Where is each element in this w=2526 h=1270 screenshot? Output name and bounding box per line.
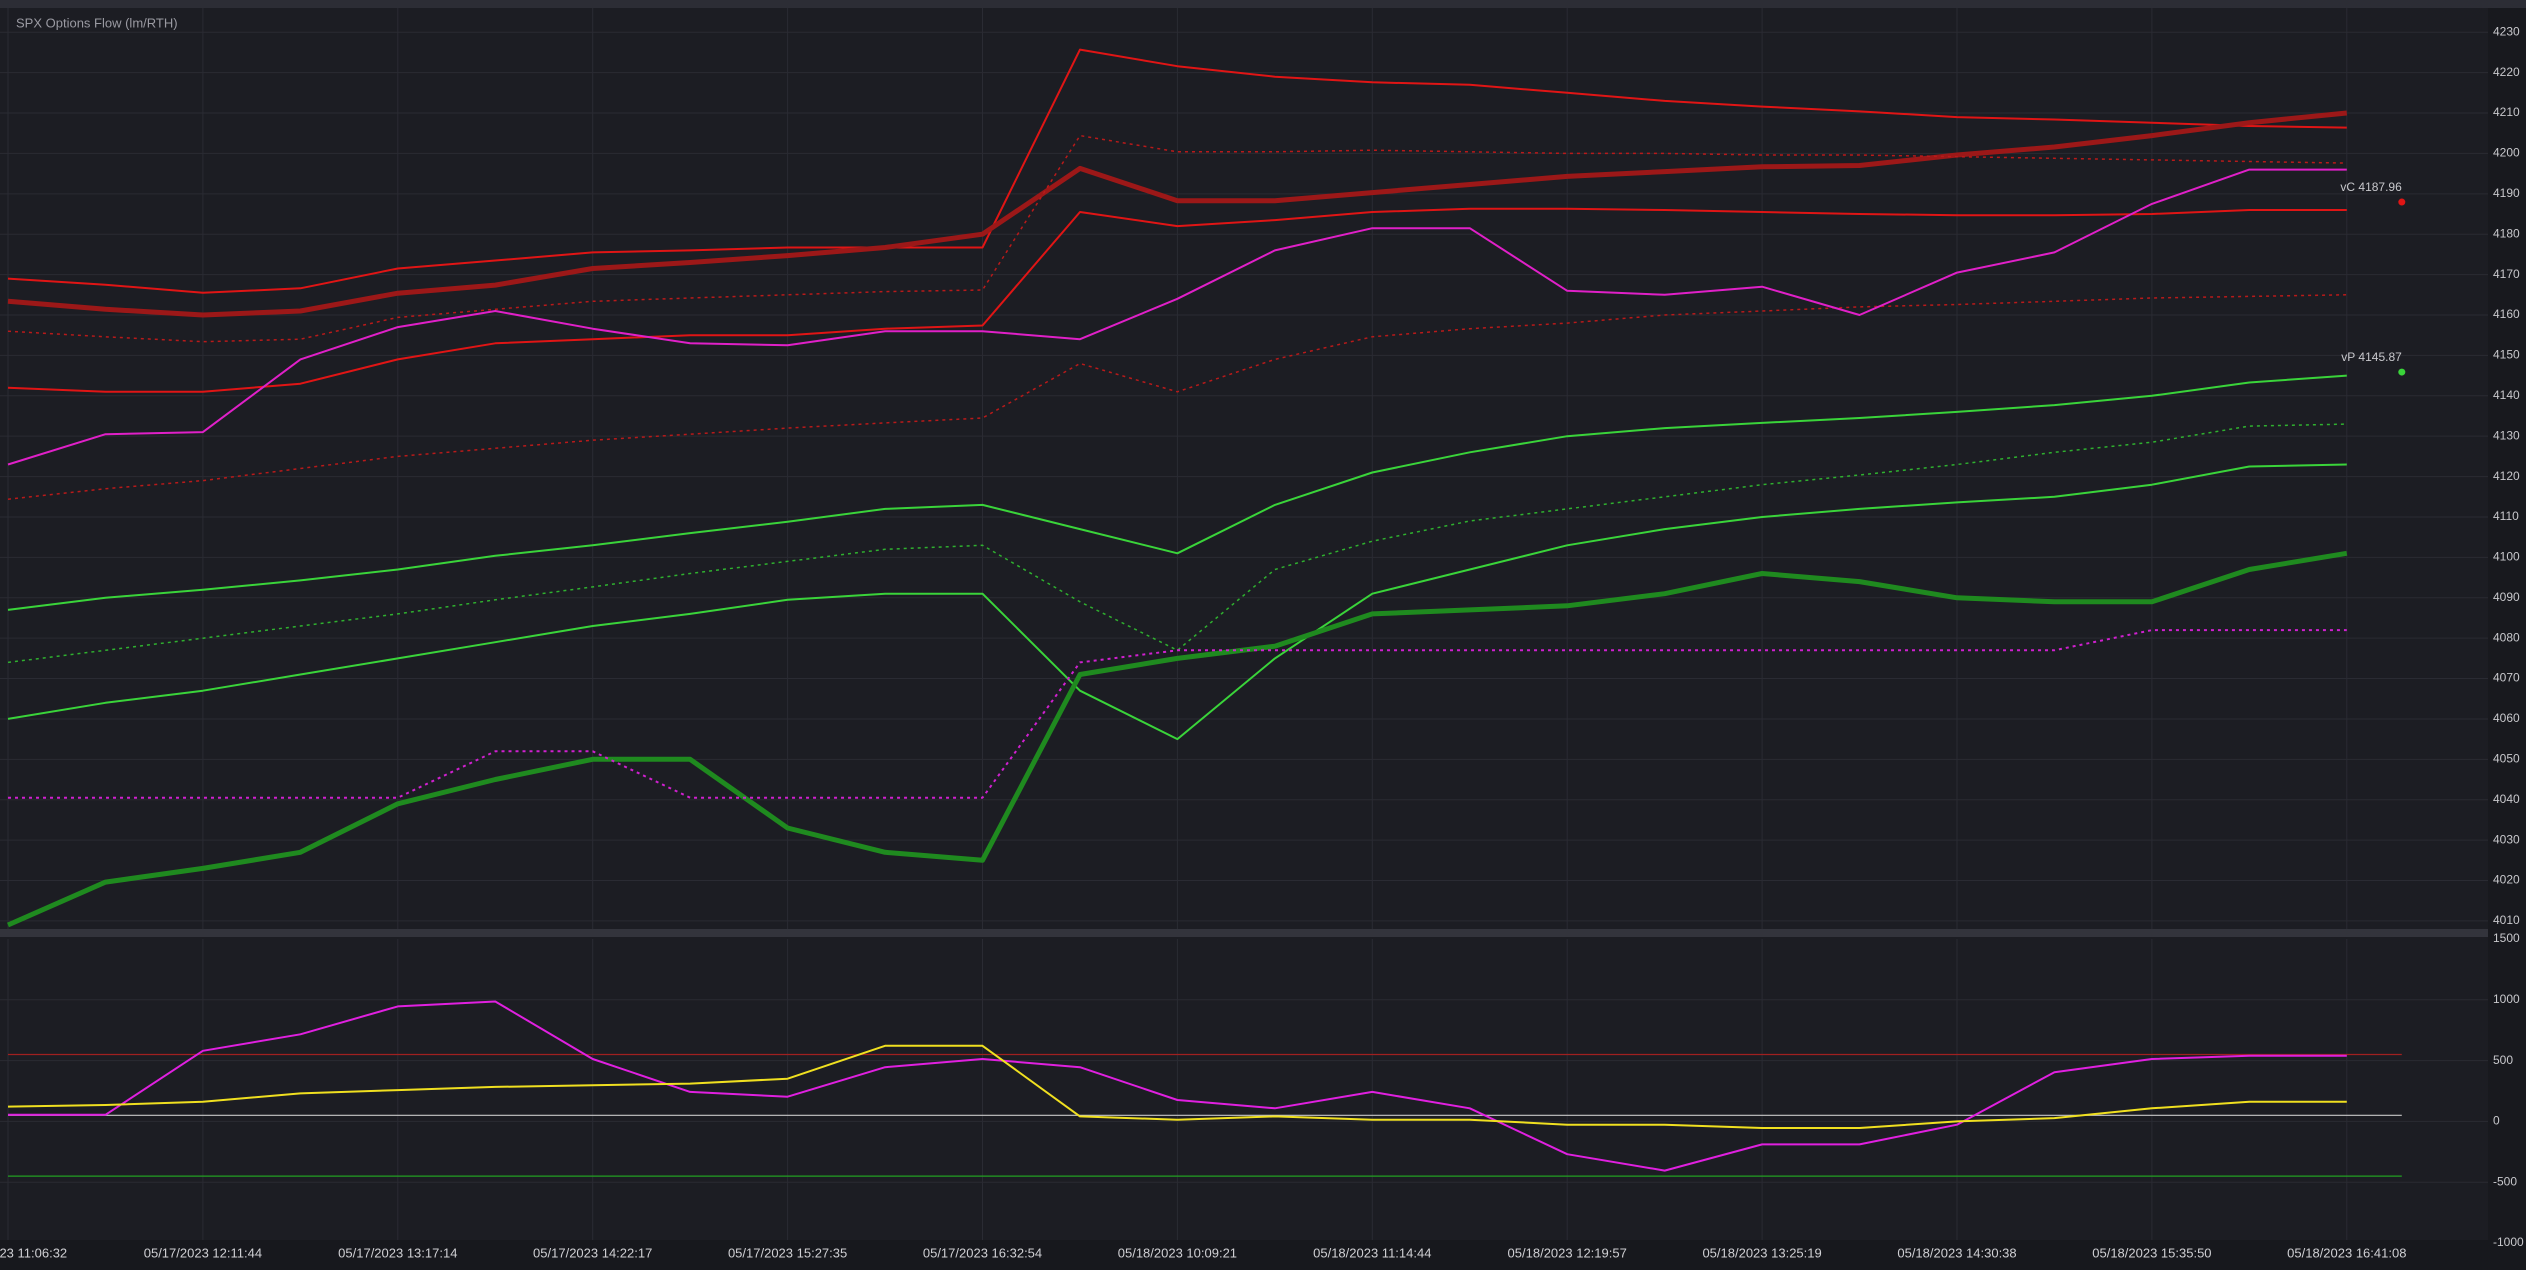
series-line <box>7 374 2347 611</box>
price-panel <box>0 8 2488 929</box>
y-tick-label: 4190 <box>2493 186 2520 200</box>
series-line <box>7 423 2347 664</box>
y-tick-label: 1500 <box>2493 931 2520 945</box>
x-tick-label: 05/18/2023 15:35:50 <box>2092 1245 2211 1260</box>
y-tick-label: 4020 <box>2493 873 2520 887</box>
y-tick-label: 4150 <box>2493 348 2520 362</box>
price-axis <box>2488 8 2526 1240</box>
x-tick-label: 05/18/2023 16:41:08 <box>2287 1245 2406 1260</box>
x-tick-label: 05/18/2023 10:09:21 <box>1118 1245 1237 1260</box>
y-tick-label: 4130 <box>2493 428 2520 442</box>
y-tick-label: 4060 <box>2493 711 2520 725</box>
series-line <box>7 110 2348 318</box>
flow-panel <box>0 937 2488 1240</box>
y-tick-label: 4210 <box>2493 105 2520 119</box>
panel-separator <box>0 929 2526 937</box>
y-tick-label: 4170 <box>2493 267 2520 281</box>
x-tick-label: 05/17/2023 14:22:17 <box>533 1245 652 1260</box>
y-tick-label: 4140 <box>2493 388 2520 402</box>
x-tick-label: 05/17/2023 12:11:44 <box>144 1245 262 1260</box>
x-tick-label: 05/17/2023 15:27:35 <box>728 1245 847 1260</box>
y-tick-label: 4220 <box>2493 65 2520 79</box>
x-tick-label: 05/18/2023 14:30:38 <box>1897 1245 2016 1260</box>
y-tick-label: -1000 <box>2493 1235 2524 1249</box>
top-strip <box>0 0 2526 8</box>
x-tick-label: 05/17/2023 16:32:54 <box>923 1245 1042 1260</box>
y-tick-label: 4110 <box>2493 509 2519 523</box>
y-tick-label: 4160 <box>2493 307 2520 321</box>
series-line <box>7 134 2347 343</box>
x-tick-label: 05/18/2023 11:14:44 <box>1313 1245 1431 1260</box>
y-tick-label: 0 <box>2493 1114 2500 1128</box>
y-tick-label: 4100 <box>2493 550 2520 564</box>
series-line <box>7 463 2347 741</box>
y-tick-label: 4070 <box>2493 671 2520 685</box>
series-line <box>7 1044 2347 1129</box>
annotation-label: vP 4145.87 <box>2341 350 2402 364</box>
series-line <box>8 1000 2347 1172</box>
y-tick-label: 4230 <box>2493 24 2520 38</box>
x-tick-label: 05/17/2023 13:17:14 <box>338 1245 457 1260</box>
x-tick-label: 05/18/2023 12:19:57 <box>1508 1245 1627 1260</box>
y-tick-label: 4040 <box>2493 792 2520 806</box>
series-line <box>6 550 2348 928</box>
y-tick-label: -500 <box>2493 1174 2517 1188</box>
y-tick-label: 500 <box>2493 1053 2513 1067</box>
x-tick-label: 05/18/2023 13:25:19 <box>1702 1245 1821 1260</box>
y-tick-label: 4030 <box>2493 832 2520 846</box>
y-tick-label: 4080 <box>2493 630 2520 644</box>
annotation-dot <box>2398 368 2406 376</box>
series-line <box>8 629 2347 799</box>
y-tick-label: 4050 <box>2493 752 2520 766</box>
x-tick-label: 05/17/2023 11:06:32 <box>0 1245 67 1260</box>
series-line <box>7 168 2347 466</box>
series-line <box>7 207 2347 393</box>
y-tick-label: 4180 <box>2493 226 2520 240</box>
chart-title: SPX Options Flow (lm/RTH) <box>16 15 178 30</box>
annotation-label: vC 4187.96 <box>2340 180 2402 194</box>
series-line <box>7 48 2347 294</box>
annotation-dot <box>2398 198 2406 206</box>
y-tick-label: 1000 <box>2493 992 2520 1006</box>
y-tick-label: 4120 <box>2493 469 2520 483</box>
y-tick-label: 4090 <box>2493 590 2520 604</box>
y-tick-label: 4200 <box>2493 146 2520 160</box>
y-tick-label: 4010 <box>2493 913 2520 927</box>
series-line <box>7 294 2347 500</box>
